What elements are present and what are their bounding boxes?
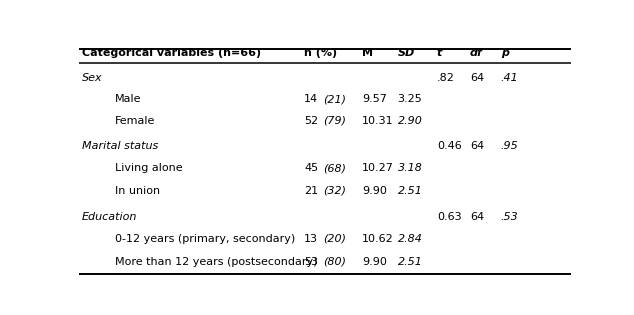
Text: (21): (21)	[323, 94, 346, 104]
Text: (79): (79)	[323, 116, 346, 126]
Text: 9.90: 9.90	[362, 186, 387, 196]
Text: p: p	[501, 48, 509, 58]
Text: .41: .41	[501, 73, 519, 83]
Text: Living alone: Living alone	[115, 163, 183, 173]
Text: (32): (32)	[323, 186, 346, 196]
Text: 14: 14	[304, 94, 318, 104]
Text: .82: .82	[437, 73, 455, 83]
Text: .95: .95	[501, 141, 519, 152]
Text: (20): (20)	[323, 233, 346, 243]
Text: t: t	[437, 48, 443, 58]
Text: (80): (80)	[323, 257, 346, 266]
Text: Marital status: Marital status	[82, 141, 158, 152]
Text: 9.57: 9.57	[362, 94, 387, 104]
Text: 2.90: 2.90	[398, 116, 422, 126]
Text: More than 12 years (postsecondary): More than 12 years (postsecondary)	[115, 257, 318, 266]
Text: df: df	[470, 48, 482, 58]
Text: Categorical variables (n=66): Categorical variables (n=66)	[82, 48, 261, 58]
Text: 2.51: 2.51	[398, 257, 422, 266]
Text: 52: 52	[304, 116, 318, 126]
Text: Sex: Sex	[82, 73, 102, 83]
Text: 10.27: 10.27	[362, 163, 394, 173]
Text: 2.84: 2.84	[398, 233, 422, 243]
Text: Education: Education	[82, 212, 137, 222]
Text: 10.31: 10.31	[362, 116, 394, 126]
Text: 45: 45	[304, 163, 318, 173]
Text: 9.90: 9.90	[362, 257, 387, 266]
Text: 0-12 years (primary, secondary): 0-12 years (primary, secondary)	[115, 233, 295, 243]
Text: In union: In union	[115, 186, 160, 196]
Text: Male: Male	[115, 94, 141, 104]
Text: M: M	[362, 48, 373, 58]
Text: 64: 64	[470, 212, 484, 222]
Text: 64: 64	[470, 73, 484, 83]
Text: 3.18: 3.18	[398, 163, 422, 173]
Text: (68): (68)	[323, 163, 346, 173]
Text: 0.46: 0.46	[437, 141, 462, 152]
Text: 3.25: 3.25	[398, 94, 422, 104]
Text: 53: 53	[304, 257, 318, 266]
Text: Female: Female	[115, 116, 155, 126]
Text: SD: SD	[398, 48, 415, 58]
Text: 64: 64	[470, 141, 484, 152]
Text: .53: .53	[501, 212, 519, 222]
Text: 0.63: 0.63	[437, 212, 462, 222]
Text: 10.62: 10.62	[362, 233, 394, 243]
Text: 2.51: 2.51	[398, 186, 422, 196]
Text: n (%): n (%)	[304, 48, 337, 58]
Text: 21: 21	[304, 186, 318, 196]
Text: 13: 13	[304, 233, 318, 243]
